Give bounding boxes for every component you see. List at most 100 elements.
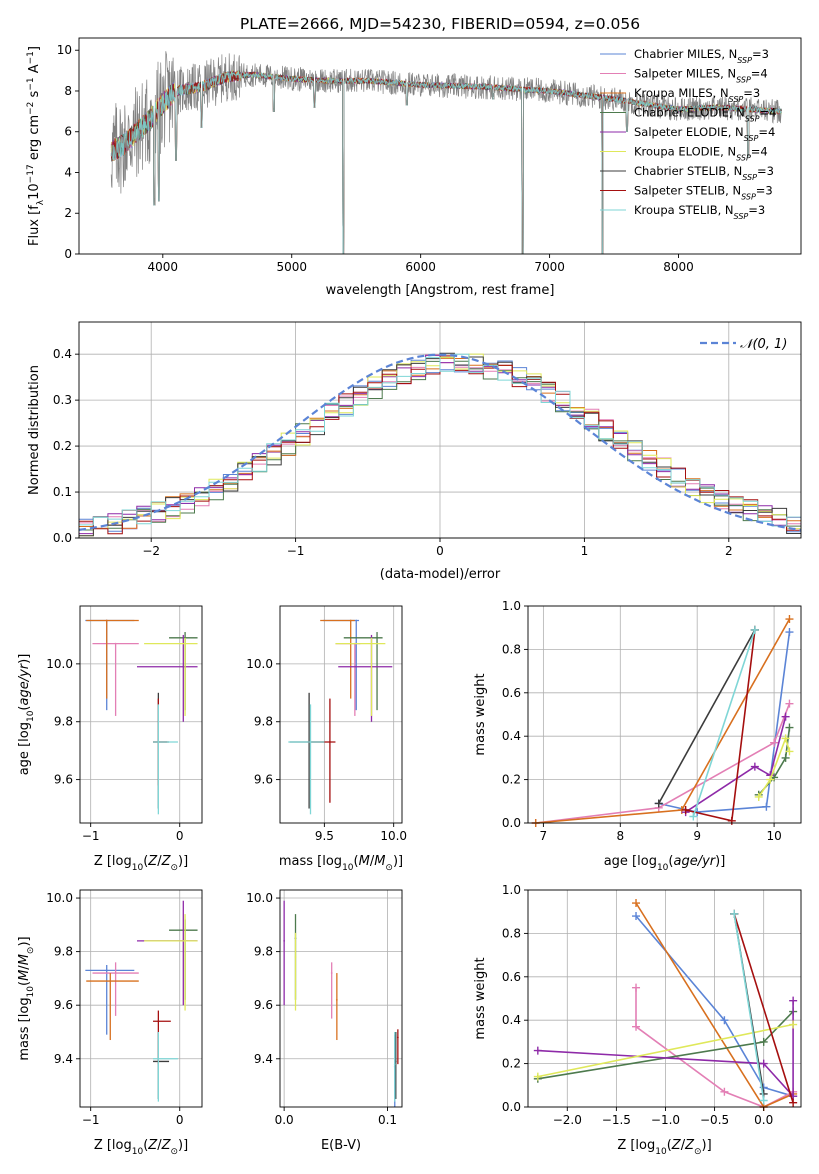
axes-frame [279, 605, 403, 824]
series-marker-salpeter-miles [632, 1022, 641, 1031]
legend-name: Chabrier STELIB, N [634, 164, 742, 178]
spectrum-plot: 4000 5000 6000 7000 8000 0 2 4 6 8 10 wavelength [A… [26, 37, 802, 298]
legend-name: Kroupa MILES, N [634, 86, 729, 100]
label-part: erg cm [27, 115, 42, 164]
x-axis-label: wavelength [Angstrom, rest frame] [326, 283, 555, 298]
x-tick-label: −2 [142, 544, 160, 558]
label-part: / [17, 965, 32, 970]
series-marker-chabrier-miles [785, 628, 794, 637]
label-part: )] [178, 854, 188, 869]
series-line-chabrier-stelib [658, 629, 756, 804]
label-part: ( [668, 854, 673, 869]
series-marker-chabrier-miles [762, 802, 771, 811]
series-marker-salpeter-stelib [727, 816, 736, 825]
legend-name: Salpeter STELIB, N [634, 184, 741, 198]
series-marker-kroupa-miles [632, 899, 641, 908]
series-marker-salpeter-elodie [750, 762, 759, 771]
series-line-kroupa-elodie [537, 1023, 794, 1078]
x-tick-label: 6000 [405, 260, 436, 274]
label-part: Normed distribution [27, 365, 42, 495]
x-tick-label: −1 [82, 829, 100, 843]
y-axis-label: age [log10(age/yr)] [17, 654, 36, 776]
legend-label: Kroupa ELODIE, NSSP=4 [634, 145, 768, 163]
label-part: ] [27, 46, 42, 51]
point-kroupa-stelib [157, 741, 160, 743]
point-kroupa-miles [109, 980, 112, 982]
label-part: 10 [26, 710, 36, 722]
label-part: mass [log [17, 997, 32, 1060]
label-part: −17 [26, 164, 36, 183]
y-axis-label: Flux [fλ10−17 erg cm−2 s−1 A−1] [26, 46, 46, 246]
legend-nssp: =4 [751, 67, 768, 81]
label-part: age [log [17, 722, 32, 775]
label-part: 10 [26, 986, 36, 998]
series-line-salpeter-elodie [537, 1000, 794, 1099]
label-part: )] [178, 1138, 188, 1153]
x-axis-label: Z [log10(Z/Z⊙)] [94, 854, 188, 873]
y-tick-label: 0.0 [502, 816, 521, 830]
series-marker-salpeter-miles [720, 1087, 729, 1096]
series-marker-salpeter-miles [785, 699, 794, 708]
label-part: 10 [342, 863, 354, 873]
point-kroupa-elodie [184, 642, 186, 645]
label-part: ⊙ [694, 1147, 702, 1157]
series-marker-chabrier-elodie [781, 753, 790, 762]
legend-subscript: SSP [734, 212, 749, 221]
x-tick-label: 9.5 [315, 829, 334, 843]
y-axis-label: mass weight [473, 673, 488, 755]
label-part: Z [161, 854, 172, 869]
legend-nssp: =3 [748, 203, 765, 217]
x-axis-label: age [log10(age/yr)] [604, 854, 726, 873]
point-salpeter-elodie [283, 940, 286, 942]
label-part: mass weight [473, 673, 488, 755]
series-marker-salpeter-elodie [789, 996, 798, 1005]
x-tick-label: 7 [540, 829, 548, 843]
label-part: s [27, 90, 42, 101]
label-part: Z [147, 854, 158, 869]
series-marker-kroupa-elodie [754, 792, 763, 801]
series-marker-kroupa-elodie [781, 734, 790, 743]
label-part: age/yr [673, 854, 716, 869]
label-part: M [359, 854, 370, 869]
label-part: / [157, 1138, 162, 1153]
point-kroupa-elodie [294, 956, 297, 958]
label-part: Z [161, 1138, 172, 1153]
y-tick-label: 10.0 [246, 891, 273, 905]
series-line-salpeter-stelib [685, 629, 756, 822]
normal-reference-curve [78, 353, 802, 531]
label-part: / [681, 1138, 686, 1153]
y-tick-label: 10.0 [246, 657, 273, 671]
y-tick-label: 9.8 [254, 715, 273, 729]
legend-label: Chabrier MILES, NSSP=3 [634, 47, 769, 65]
series-marker-chabrier-miles [632, 912, 641, 921]
label-part: λ [36, 199, 46, 205]
legend-name: 𝒩(0, 1) [740, 337, 787, 352]
label-part: )] [715, 854, 725, 869]
label-part: M [17, 970, 32, 981]
label-part: −1 [26, 51, 36, 64]
label-part: )] [17, 654, 32, 664]
label-part: ( [17, 706, 32, 711]
label-part: / [370, 854, 375, 869]
label-part: (data-model)/error [380, 567, 501, 582]
legend-nssp: =4 [760, 106, 777, 120]
label-part: ( [143, 1138, 148, 1153]
legend-name: Salpeter ELODIE, N [634, 125, 744, 139]
series-line-kroupa-stelib [692, 629, 756, 817]
x-axis-label: Z [log10(Z/Z⊙)] [617, 1138, 711, 1157]
y-tick-label: 1.0 [502, 599, 521, 613]
label-part: −2 [26, 102, 36, 115]
label-part: E(B-V) [321, 1138, 361, 1153]
y-axis-label: mass weight [473, 957, 488, 1039]
point-kroupa-stelib [157, 1057, 160, 1060]
legend-label: Salpeter STELIB, NSSP=3 [634, 184, 773, 202]
label-part: )] [393, 854, 403, 869]
ebv-mass-plot: 0.0 0.1 9.4 9.6 9.8 10.0 E(B-V) [246, 889, 403, 1153]
legend-label: 𝒩(0, 1) [740, 337, 787, 352]
axes-frame [527, 889, 802, 1108]
legend-label: Chabrier STELIB, NSSP=3 [634, 164, 774, 182]
point-salpeter-elodie [182, 665, 185, 668]
legend-subscript: SSP [736, 153, 751, 162]
label-part: ( [143, 854, 148, 869]
